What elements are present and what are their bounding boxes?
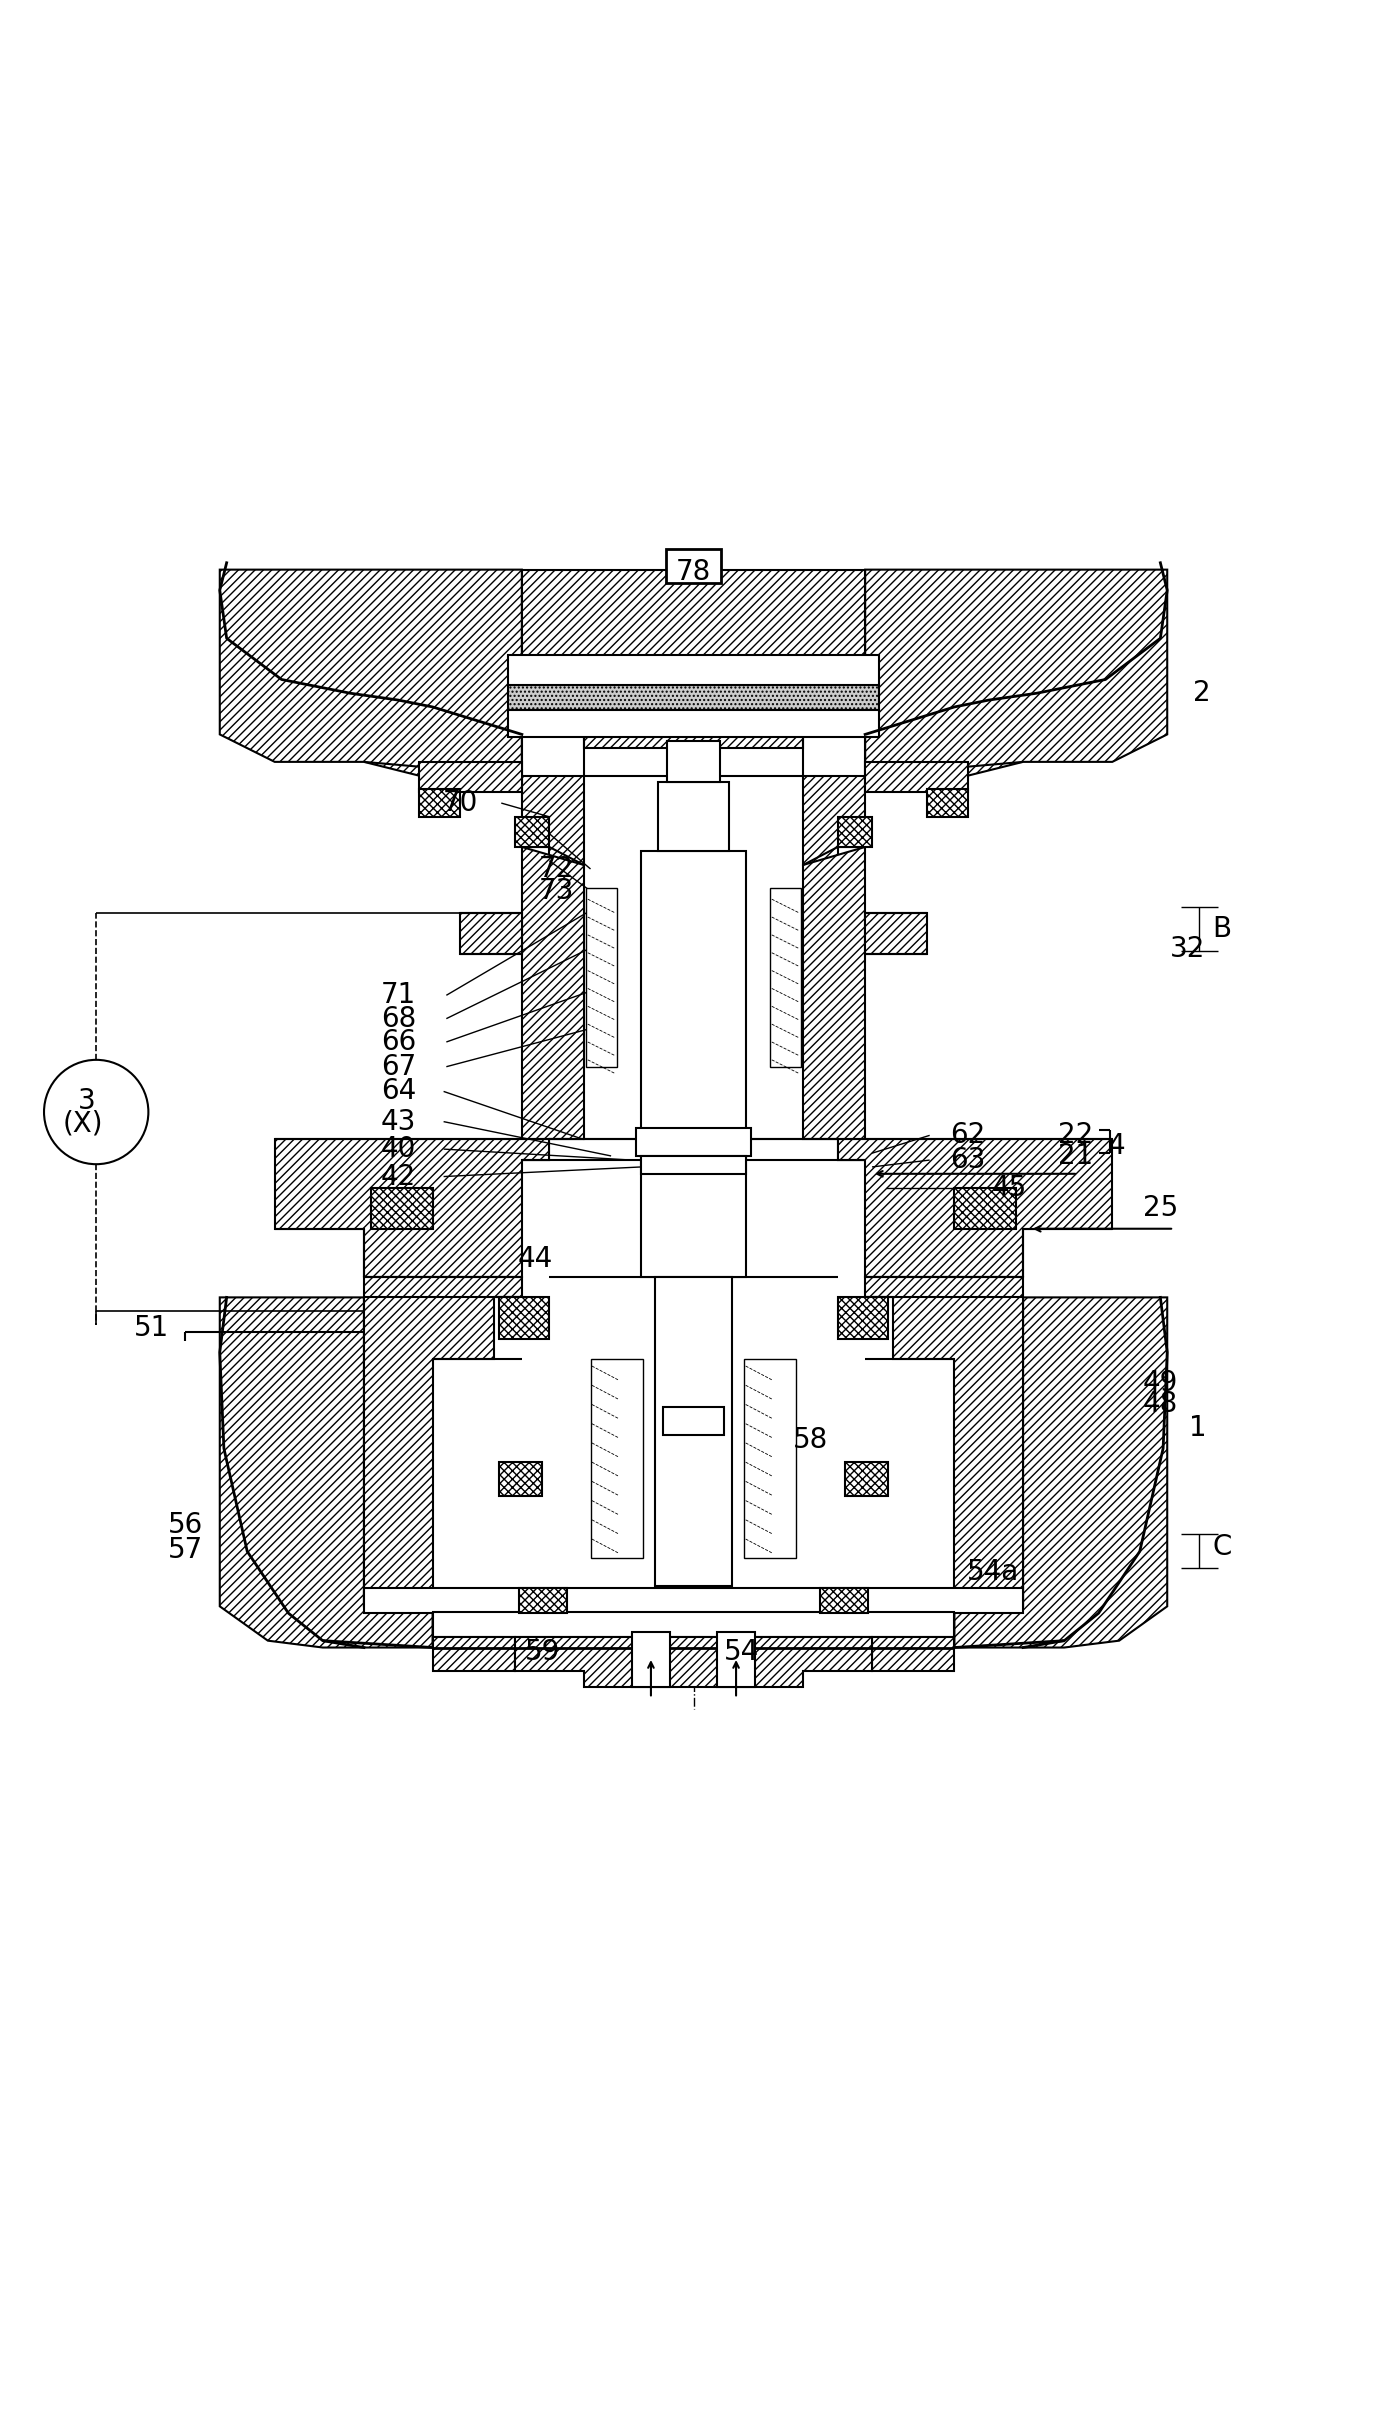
Text: 64: 64 [380, 1076, 416, 1106]
Bar [641, 1157, 746, 1174]
Polygon shape [838, 1140, 1112, 1276]
Bar [666, 549, 721, 583]
Polygon shape [865, 763, 968, 792]
Bar [363, 1589, 1024, 1614]
Text: C: C [1212, 1533, 1232, 1562]
Bar [635, 1128, 752, 1157]
Text: 68: 68 [380, 1004, 416, 1033]
Polygon shape [954, 1298, 1168, 1648]
Polygon shape [865, 914, 927, 955]
Bar [433, 1611, 954, 1635]
Polygon shape [954, 1188, 1017, 1230]
Bar [770, 889, 800, 1067]
Text: 63: 63 [950, 1147, 986, 1174]
Bar [508, 685, 879, 710]
Polygon shape [515, 1635, 872, 1686]
Bar [655, 1276, 732, 1587]
Text: 45: 45 [992, 1174, 1026, 1200]
Text: 49: 49 [1143, 1368, 1178, 1397]
Polygon shape [845, 1463, 889, 1497]
Text: 56: 56 [168, 1511, 203, 1538]
Polygon shape [419, 763, 522, 792]
Polygon shape [927, 790, 968, 816]
Text: 3: 3 [78, 1086, 96, 1115]
Bar [508, 654, 879, 685]
Text: 67: 67 [380, 1052, 416, 1081]
Text: 32: 32 [1171, 936, 1205, 962]
Text: (X): (X) [62, 1108, 103, 1137]
Polygon shape [522, 569, 865, 748]
Polygon shape [275, 1140, 549, 1276]
Polygon shape [838, 1298, 889, 1339]
Text: 72: 72 [538, 855, 574, 882]
Text: 54a: 54a [967, 1558, 1019, 1587]
Polygon shape [219, 569, 522, 775]
Text: 51: 51 [133, 1315, 169, 1341]
Polygon shape [498, 1463, 542, 1497]
Polygon shape [522, 775, 584, 865]
Bar [717, 1633, 756, 1686]
Text: 58: 58 [792, 1426, 828, 1453]
Text: 71: 71 [380, 982, 416, 1008]
Text: 4: 4 [1108, 1132, 1125, 1162]
Bar [667, 741, 720, 782]
Text: 62: 62 [950, 1120, 986, 1149]
Text: B: B [1212, 916, 1232, 943]
Bar [745, 1358, 796, 1558]
Polygon shape [865, 1276, 1024, 1606]
Polygon shape [515, 816, 549, 848]
Bar [587, 889, 617, 1067]
Polygon shape [872, 1635, 954, 1672]
Text: 44: 44 [517, 1244, 553, 1273]
Text: 48: 48 [1143, 1390, 1178, 1419]
Polygon shape [838, 816, 872, 848]
Polygon shape [803, 848, 865, 1159]
Polygon shape [522, 848, 584, 1159]
Polygon shape [460, 914, 522, 955]
Bar [591, 1358, 642, 1558]
Text: 66: 66 [380, 1028, 416, 1057]
Text: 73: 73 [538, 877, 574, 904]
Text: 42: 42 [380, 1162, 416, 1191]
Text: 40: 40 [380, 1135, 416, 1164]
Text: 25: 25 [1143, 1193, 1178, 1222]
Bar [641, 850, 746, 1276]
Text: 54: 54 [724, 1638, 759, 1665]
Text: 78: 78 [675, 559, 712, 586]
Polygon shape [820, 1589, 868, 1614]
Text: 59: 59 [524, 1638, 560, 1665]
Polygon shape [519, 1589, 567, 1614]
Text: 21: 21 [1058, 1142, 1093, 1169]
Bar [508, 710, 879, 736]
Text: 43: 43 [380, 1108, 416, 1135]
Polygon shape [498, 1298, 549, 1339]
Text: 22: 22 [1058, 1120, 1093, 1149]
Bar [631, 1633, 670, 1686]
Polygon shape [363, 1276, 522, 1606]
Text: 57: 57 [168, 1536, 203, 1565]
Polygon shape [219, 1298, 433, 1648]
Polygon shape [419, 790, 460, 816]
Text: 1: 1 [1189, 1414, 1207, 1441]
Bar [657, 782, 730, 850]
Bar [663, 1407, 724, 1434]
Text: 70: 70 [442, 790, 477, 816]
Polygon shape [803, 775, 865, 865]
Text: 2: 2 [1193, 680, 1211, 707]
Polygon shape [865, 569, 1168, 775]
Polygon shape [433, 1635, 515, 1672]
Polygon shape [370, 1188, 433, 1230]
